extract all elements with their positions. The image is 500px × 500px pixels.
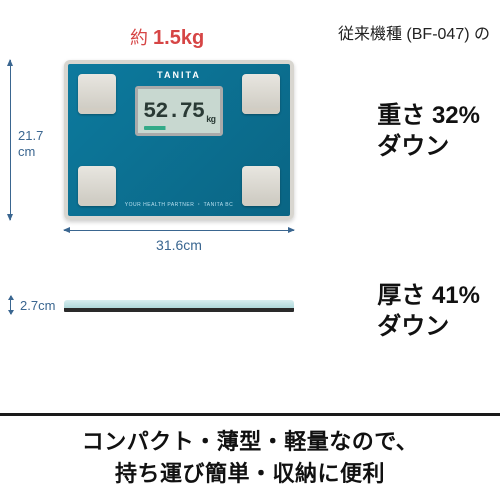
lcd-value: 52.75	[143, 99, 204, 124]
dimension-arrow	[10, 296, 11, 314]
weight-value: 1.5kg	[153, 27, 204, 49]
dimension-arrow	[64, 230, 294, 231]
sensor-pad	[242, 74, 280, 114]
depth-dimension	[10, 296, 11, 316]
depth-value: 2.7cm	[20, 298, 55, 313]
footer-text: コンパクト・薄型・軽量なので、 持ち運び簡単・収納に便利	[0, 426, 500, 490]
lcd-unit: kg	[206, 115, 215, 125]
weight-label: 約 1.5kg	[130, 24, 204, 50]
scale-top-view: TANITA 52.75 kg YOUR HEALTH PARTNER ・ TA…	[64, 60, 294, 220]
scale-body: TANITA 52.75 kg YOUR HEALTH PARTNER ・ TA…	[64, 60, 294, 220]
footer: コンパクト・薄型・軽量なので、 持ち運び簡単・収納に便利	[0, 413, 500, 490]
lcd-indicator	[144, 126, 180, 130]
width-dimension: 31.6cm	[64, 230, 294, 253]
lcd-display: 52.75 kg	[135, 86, 223, 136]
weight-prefix: 約	[130, 28, 153, 48]
height-value: 21.7cm	[18, 128, 43, 159]
thickness-reduction-stat: 厚さ 41% ダウン	[377, 280, 480, 342]
brand-label: TANITA	[157, 70, 201, 80]
stat-percent: 32%	[432, 102, 480, 129]
weight-reduction-stat: 重さ 32% ダウン	[377, 100, 480, 162]
dimension-arrow	[10, 60, 11, 220]
comparison-header: 従来機種 (BF-047) の	[338, 20, 490, 44]
sensor-pad	[78, 166, 116, 206]
stat-percent: 41%	[432, 282, 480, 309]
stat-label: 厚さ	[377, 282, 432, 309]
scale-subtext: YOUR HEALTH PARTNER ・ TANITA BC	[125, 201, 233, 208]
width-value: 31.6cm	[64, 237, 294, 253]
stat-down: ダウン	[377, 311, 480, 342]
sensor-pad	[242, 166, 280, 206]
stat-down: ダウン	[377, 131, 480, 162]
side-body	[64, 300, 294, 312]
sensor-pad	[78, 74, 116, 114]
height-dimension	[10, 60, 11, 220]
divider	[0, 413, 500, 416]
stat-label: 重さ	[377, 102, 432, 129]
scale-side-view	[64, 300, 294, 312]
